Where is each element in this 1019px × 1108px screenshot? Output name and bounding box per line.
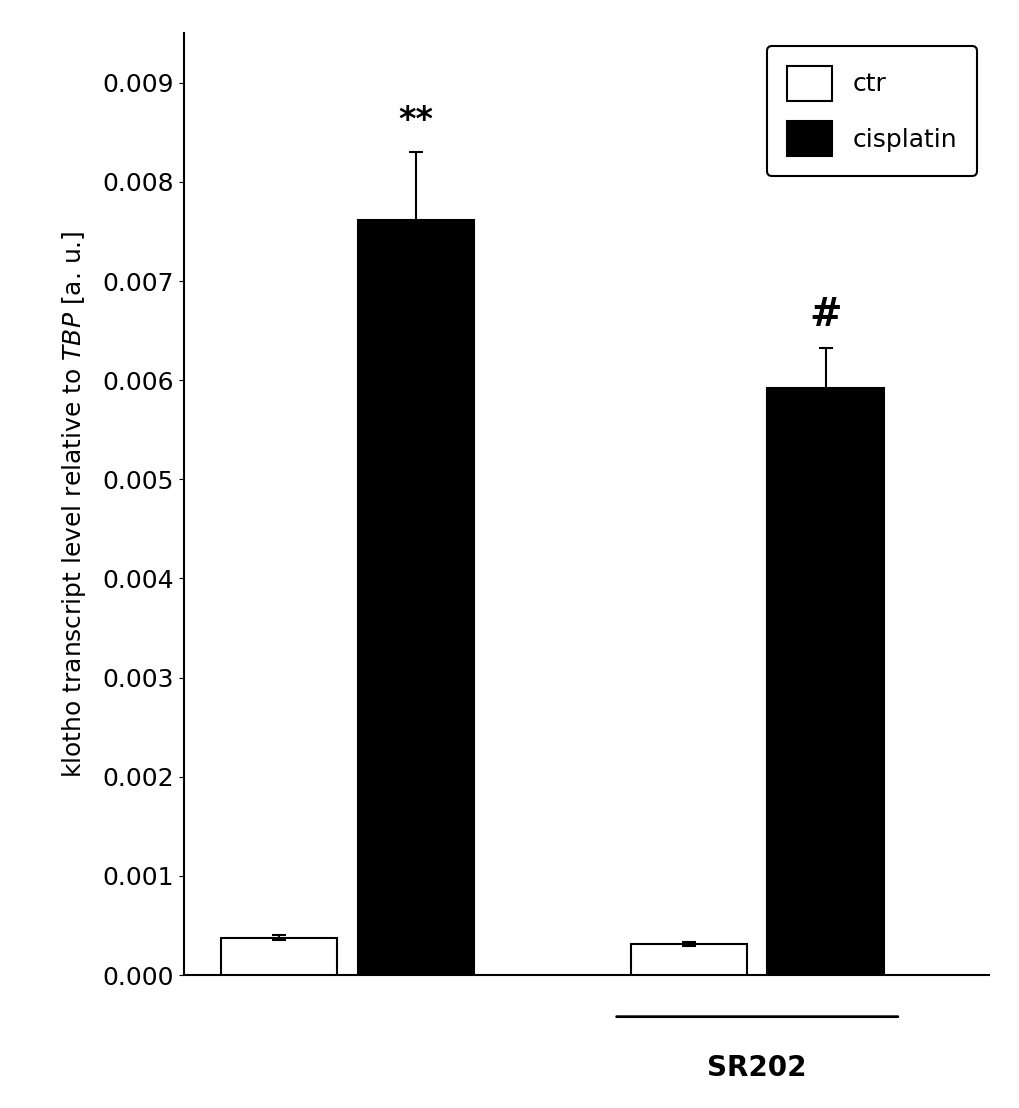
Bar	[221, 937, 337, 975]
Bar	[358, 219, 474, 975]
Legend: ctr, cisplatin: ctr, cisplatin	[766, 45, 976, 176]
Y-axis label: klotho transcript level relative to $\it{TBP}$ [a. u.]: klotho transcript level relative to $\it…	[60, 230, 89, 778]
Text: SR202: SR202	[707, 1055, 806, 1083]
Bar	[631, 944, 746, 975]
Bar	[766, 388, 882, 975]
Text: **: **	[397, 104, 433, 137]
Text: #: #	[808, 296, 841, 334]
